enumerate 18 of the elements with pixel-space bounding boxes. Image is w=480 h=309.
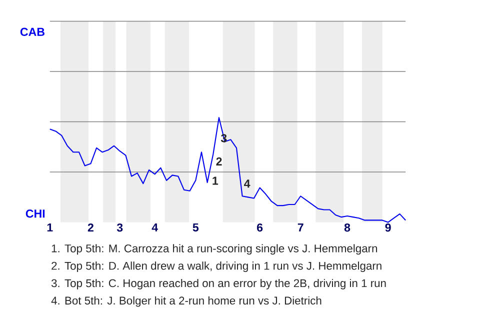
text: 1. Top 5th: M. Carrozza hit a run-scoring single vs J. Hemmelgarn [52, 244, 378, 254]
x-tick-label: 2 [88, 223, 94, 232]
text: CAB [20, 28, 44, 36]
annotation: 2 [216, 157, 222, 166]
annotation: 4 [244, 180, 250, 188]
annotation: 1 [212, 176, 218, 185]
x-tick-label: 4 [152, 223, 158, 232]
text: CHI [26, 209, 45, 218]
x-tick-label: 9 [385, 223, 391, 232]
text: 3. Top 5th: C. Hogan reached on an error by the 2B, driving in 1 run [51, 278, 386, 290]
x-tick-label: 8 [344, 223, 350, 232]
x-tick-label: 3 [116, 223, 123, 232]
x-tick-label: 7 [298, 223, 304, 232]
x-tick-label: 5 [192, 223, 199, 232]
x-tick-label: 1 [47, 223, 53, 232]
x-tick-label: 6 [257, 223, 263, 232]
text: 2. Top 5th: D. Allen drew a walk, driving in 1 run vs J. Hemmelgarn [52, 261, 382, 272]
text: 4. Bot 5th: J. Bolger hit a 2-run home run vs J. Dietrich [51, 296, 322, 307]
